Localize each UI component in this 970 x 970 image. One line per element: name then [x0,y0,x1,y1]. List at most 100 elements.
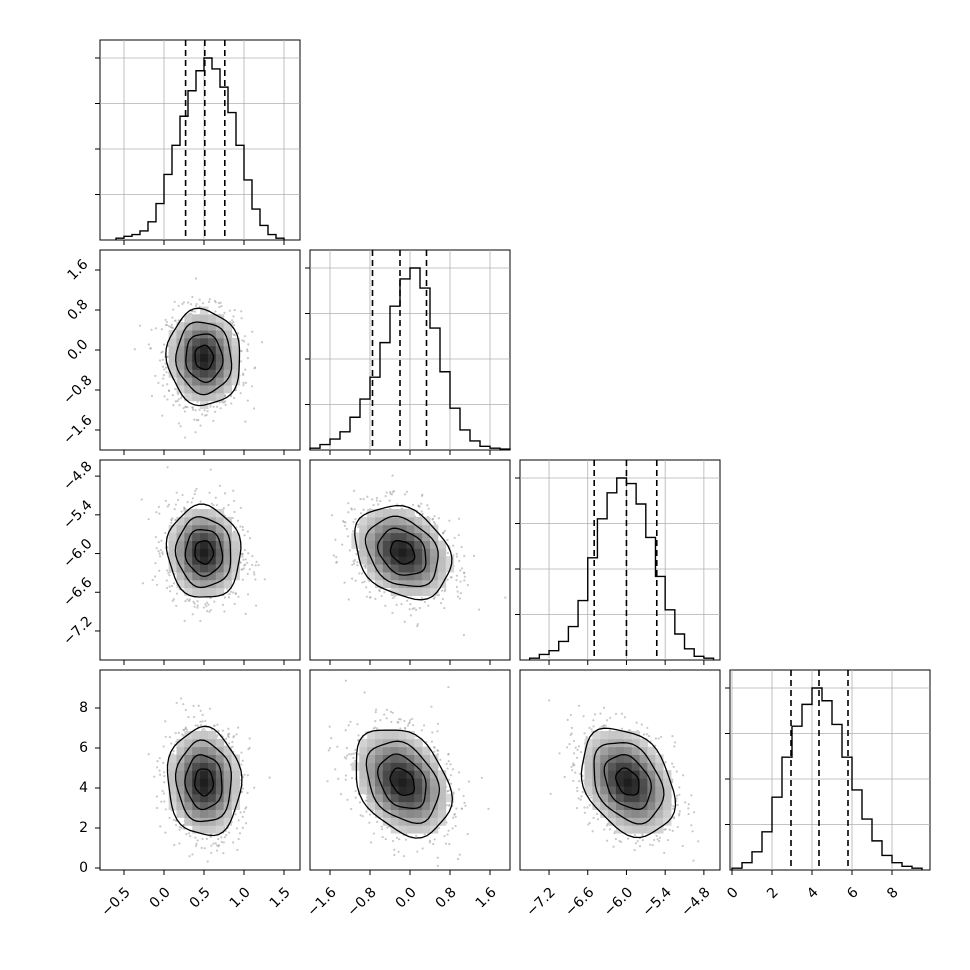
scatter-point [447,760,450,763]
density-cell [437,785,447,795]
scatter-point [251,563,254,567]
density-cell [414,793,423,803]
scatter-point [368,596,372,599]
density-cell [184,785,193,795]
scatter-point [223,596,227,599]
density-cell [367,730,376,740]
histogram-series [528,477,715,660]
scatter-point [386,826,389,829]
scatter-point [242,383,245,387]
density-cell [584,754,593,763]
scatter-point [231,319,234,322]
scatter-point [190,501,193,504]
scatter-point [658,840,661,843]
density-cell [367,793,376,803]
scatter-point [231,591,235,594]
density-cell [430,540,439,549]
scatter-point [231,516,234,520]
scatter-point [193,418,196,421]
density-cell [615,801,625,810]
density-cell [367,564,376,573]
density-cell [382,548,392,557]
density-cell [184,532,193,541]
scatter-point [161,552,164,556]
scatter-point [436,730,439,733]
density-cell [631,746,641,755]
scatter-point [602,706,606,709]
scatter-point [201,837,204,841]
scatter-point [395,836,399,839]
density-cell [398,746,407,755]
density-cell [382,579,392,589]
scatter-point [165,320,169,324]
density-cell [375,754,384,763]
density-cell [231,345,240,355]
density-cell [200,369,209,378]
scatter-point [174,732,177,735]
scatter-point [208,298,211,301]
scatter-point [133,348,136,351]
scatter-point [605,824,609,827]
scatter-point [330,514,334,517]
scatter-point [418,505,421,508]
scatter-point [458,559,461,563]
scatter-point [248,537,252,540]
density-cell [207,330,217,339]
panel-frame [99,39,301,241]
histogram-series [309,267,511,450]
scatter-point [352,520,355,524]
scatter-point [372,832,375,835]
scatter-point [178,825,181,829]
scatter-point [664,760,667,764]
density-cell [414,548,423,557]
density-cell [414,762,423,771]
scatter-point [351,563,354,566]
density-cell [200,793,209,803]
density-cell [639,770,648,779]
density-cell [663,801,672,810]
density-cell [207,548,217,557]
y-tick-label: 0 [79,860,88,876]
density-cell [176,548,185,557]
density-cell [184,738,193,748]
scatter-point [426,504,429,507]
scatter-point [339,793,343,796]
density-cell [176,571,185,581]
scatter-point [462,794,465,798]
density-cell [184,778,193,787]
scatter-point [212,724,216,727]
density-cell [168,337,177,347]
scatter-point [399,727,402,730]
scatter-point [577,745,581,748]
scatter-point [385,491,388,494]
scatter-point [172,818,175,822]
scatter-point [565,746,569,749]
scatter-point [335,556,338,559]
scatter-point [411,503,415,507]
scatter-point [563,775,566,779]
contour-line [184,528,224,578]
x-tick-label: 0.8 [433,884,460,911]
density-cell [207,524,217,534]
scatter-point [232,499,236,503]
density-cell [223,556,232,565]
density-cell [223,754,232,763]
scatter-point [263,578,266,581]
scatter-point [380,594,383,598]
scatter-point [232,315,235,318]
scatter-point [458,788,461,791]
density-cell [422,746,431,755]
density-cell [200,361,209,370]
density-cell [375,809,384,818]
scatter-point [409,614,413,617]
density-cell [422,540,431,549]
density-cell [215,817,225,826]
scatter-panel-3-4 [519,669,721,875]
scatter-point [666,838,670,842]
density-cell [176,532,185,541]
scatter-point [436,856,439,859]
contour-line [194,540,215,565]
scatter-point [186,501,189,504]
scatter-point [375,496,379,500]
density-cell [406,809,415,818]
